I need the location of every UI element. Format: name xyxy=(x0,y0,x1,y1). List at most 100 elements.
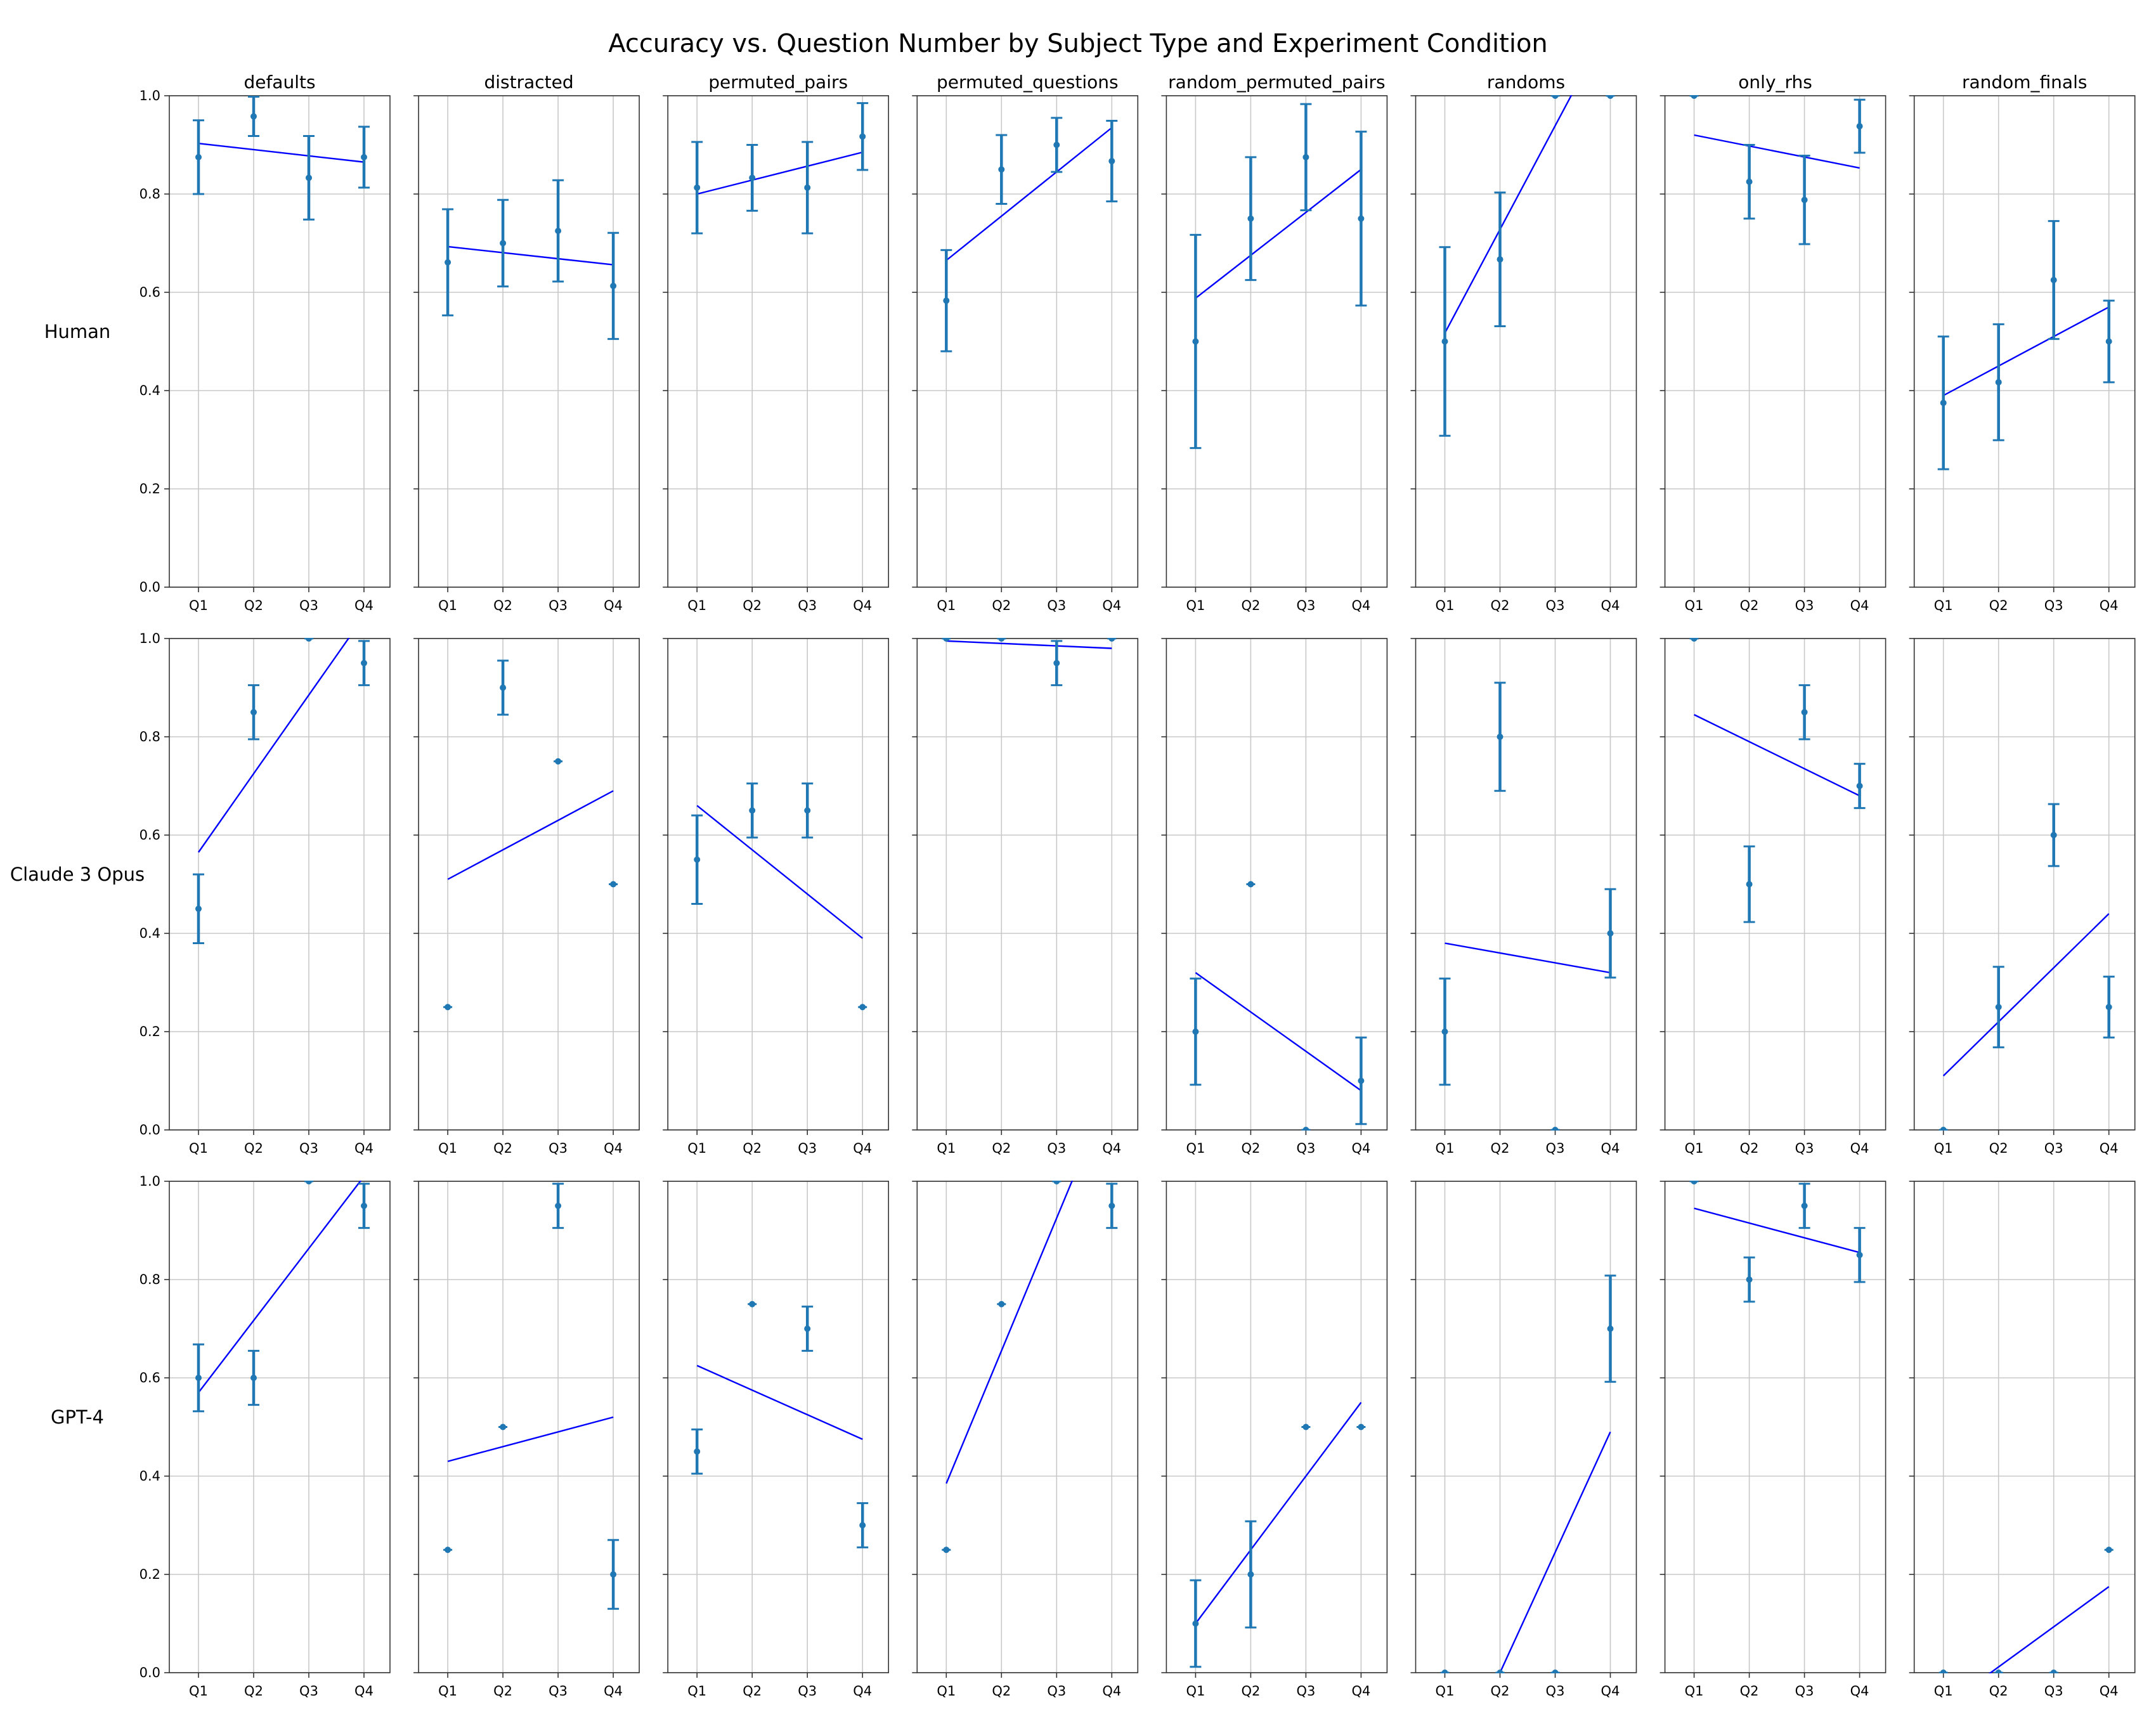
panel-frame xyxy=(1913,95,2136,588)
data-point xyxy=(2105,1547,2112,1553)
trend-line xyxy=(1195,169,1362,299)
trend-line xyxy=(447,1416,614,1462)
panel-content xyxy=(942,1181,1118,1553)
trend-line xyxy=(1943,306,2110,396)
data-point xyxy=(1856,123,1863,130)
x-tick-label: Q3 xyxy=(798,1141,817,1156)
x-tick-label: Q1 xyxy=(1436,1141,1455,1156)
data-point xyxy=(1441,338,1448,345)
panel: defaults 0.0 0.2 0.4 0.6 0.8 1.0 Q1 Q2 Q3 Q4 xyxy=(140,72,391,613)
trend-line xyxy=(946,640,1112,649)
panel: Q1 Q2 Q3 Q4 xyxy=(663,1181,889,1699)
panel-content xyxy=(193,96,370,221)
trend-line xyxy=(1445,942,1611,974)
panel-content xyxy=(1689,95,1866,245)
panel: Q1 Q2 Q3 Q4 xyxy=(1909,1181,2136,1699)
row-label: Human xyxy=(44,321,111,342)
trend-line xyxy=(696,805,863,939)
panel-frame xyxy=(1415,638,1637,1131)
data-point xyxy=(1746,881,1753,888)
panel-content xyxy=(443,1183,620,1610)
trend-line xyxy=(447,245,614,266)
x-tick-label: Q3 xyxy=(2044,1683,2063,1699)
data-point xyxy=(555,228,562,235)
data-point xyxy=(195,1375,202,1381)
x-tick-label: Q3 xyxy=(549,1683,568,1699)
x-tick-label: Q4 xyxy=(1102,598,1121,613)
data-point xyxy=(1801,1202,1808,1209)
panel: Q1 Q2 Q3 Q4 xyxy=(413,638,640,1156)
x-tick-label: Q4 xyxy=(1102,1141,1121,1156)
panel-content xyxy=(1938,803,2115,1131)
x-tick-label: Q1 xyxy=(1186,1683,1205,1699)
x-tick-label: Q2 xyxy=(244,1141,263,1156)
trend-line xyxy=(1498,1431,1611,1673)
panel-content xyxy=(1190,103,1367,450)
x-tick-label: Q2 xyxy=(493,598,512,613)
panel-frame xyxy=(1664,638,1886,1131)
panel-frame xyxy=(1913,638,2136,1131)
data-point xyxy=(859,133,866,140)
data-point xyxy=(1053,1181,1060,1184)
data-point xyxy=(943,638,950,642)
panel-frame xyxy=(418,1181,640,1673)
x-tick-label: Q4 xyxy=(1601,1141,1620,1156)
x-tick-label: Q4 xyxy=(2100,1141,2119,1156)
data-point xyxy=(1607,930,1614,937)
data-point xyxy=(445,259,451,266)
data-point xyxy=(694,856,701,863)
data-point xyxy=(1108,158,1115,165)
panel-content xyxy=(443,659,618,1011)
panel-frame xyxy=(667,638,889,1131)
x-tick-label: Q2 xyxy=(992,598,1011,613)
x-tick-label: Q4 xyxy=(604,1683,623,1699)
x-tick-label: Q3 xyxy=(798,598,817,613)
data-point xyxy=(555,758,562,765)
panel-content xyxy=(1190,881,1367,1131)
x-tick-label: Q2 xyxy=(244,598,263,613)
y-tick-label: 0.2 xyxy=(140,481,160,496)
x-tick-label: Q1 xyxy=(687,1141,706,1156)
panel-content xyxy=(1439,95,1615,437)
panel: Q1 Q2 Q3 Q4 xyxy=(1659,638,1886,1156)
y-tick-label: 1.0 xyxy=(140,88,160,103)
panel-frame xyxy=(169,638,391,1131)
data-point xyxy=(1108,1202,1115,1209)
data-point xyxy=(195,905,202,912)
data-point xyxy=(1192,338,1199,345)
data-point xyxy=(555,1202,562,1209)
x-tick-label: Q2 xyxy=(493,1683,512,1699)
panel: Q1 Q2 Q3 Q4 xyxy=(912,1181,1139,1699)
data-point xyxy=(1192,1620,1199,1627)
data-point xyxy=(500,684,507,691)
panel-content xyxy=(1937,220,2115,470)
data-point xyxy=(1856,1252,1863,1259)
trend-line xyxy=(198,142,365,163)
x-tick-label: Q1 xyxy=(937,1141,956,1156)
data-point xyxy=(1940,1670,1947,1673)
column-title: distracted xyxy=(484,72,574,93)
data-point xyxy=(1995,1670,2002,1673)
x-tick-label: Q3 xyxy=(1795,1141,1814,1156)
column-title: only_rhs xyxy=(1738,72,1812,93)
panel: Q1 Q2 Q3 Q4 xyxy=(1161,1181,1388,1699)
y-tick-label: 0.6 xyxy=(140,285,160,300)
trend-line xyxy=(1988,1586,2110,1673)
data-point xyxy=(306,638,312,642)
y-tick-label: 0.4 xyxy=(140,926,160,941)
panel-frame xyxy=(1913,1181,2136,1673)
x-tick-label: Q2 xyxy=(1989,598,2008,613)
row-label: Claude 3 Opus xyxy=(10,864,145,885)
trend-line xyxy=(945,1181,1074,1484)
x-tick-label: Q1 xyxy=(189,598,208,613)
trend-line xyxy=(1694,714,1861,797)
x-tick-label: Q3 xyxy=(1296,1683,1315,1699)
x-tick-label: Q4 xyxy=(1850,1141,1869,1156)
data-point xyxy=(1607,1325,1614,1332)
x-tick-label: Q3 xyxy=(1296,598,1315,613)
data-point xyxy=(1497,734,1503,740)
data-point xyxy=(445,1547,451,1553)
data-point xyxy=(2105,338,2112,345)
x-tick-label: Q2 xyxy=(1241,1683,1260,1699)
panel-frame xyxy=(1415,1181,1637,1673)
